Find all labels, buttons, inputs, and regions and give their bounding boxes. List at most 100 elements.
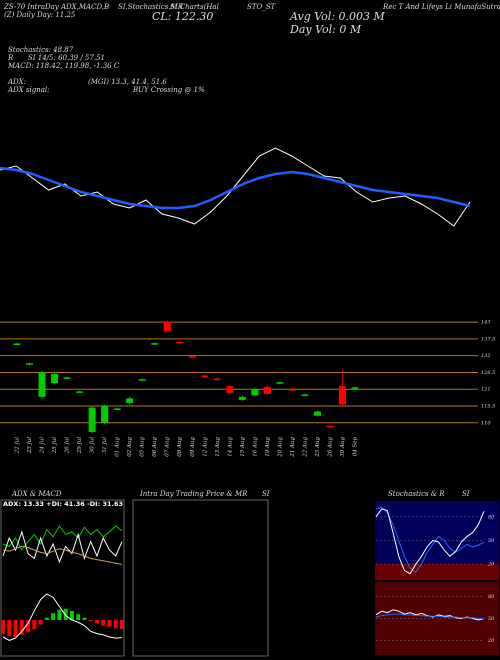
x-tick-label: 25 Jul (52, 437, 58, 454)
x-tick-label: 05 Aug (140, 437, 146, 457)
histogram-bar (82, 617, 87, 620)
indicator-text: MACD: 118.42, 119.98, -1.36 C (7, 62, 120, 70)
x-tick-label: 22 Aug (302, 437, 308, 458)
x-tick-label: 30 Jul (90, 437, 96, 453)
candle-body (13, 343, 21, 345)
indicator-text: ADX: (7, 78, 26, 86)
y-tick-label: 20 (487, 562, 495, 568)
histogram-bar (63, 608, 68, 620)
candle-body (51, 373, 59, 384)
candle-body (338, 386, 346, 405)
panel-title: Intra Day Trading Price & MR (139, 490, 248, 498)
indicator-text: Stochastics: 48.87 (8, 46, 74, 54)
y-tick-label: 110 (481, 420, 491, 426)
line-series (375, 508, 485, 575)
x-tick-label: 02 Aug (127, 437, 133, 457)
candle-body (176, 341, 184, 344)
y-tick-label: 137.5 (481, 336, 495, 342)
oversold-band (375, 564, 499, 580)
candle-body (313, 411, 321, 416)
candle-body (88, 407, 96, 432)
day-volume: Day Vol: 0 M (289, 23, 362, 36)
x-tick-label: 12 Aug (202, 437, 208, 457)
candle-body (276, 382, 284, 384)
candle-body (251, 389, 259, 396)
x-tick-label: 23 Aug (315, 437, 321, 458)
y-tick-label: 121 (481, 387, 491, 393)
candle-body (101, 406, 109, 423)
x-tick-label: 31 Jul (102, 437, 108, 453)
candle-body (238, 396, 246, 400)
candle-body (263, 386, 271, 394)
candle-body (63, 377, 71, 379)
header-text: SI Charts(Hal (170, 3, 219, 11)
header-text: SI,Stochastics,MR (118, 3, 184, 11)
line-series (2, 525, 123, 551)
candle-body (163, 322, 171, 332)
x-tick-label: 20 Aug (277, 437, 283, 458)
x-tick-label: 30 Aug (340, 437, 346, 457)
x-tick-label: 07 Aug (165, 437, 171, 457)
line-series (375, 613, 484, 619)
panel-title: Stochastics & R (388, 490, 445, 498)
histogram-bar (26, 620, 31, 633)
histogram-bar (44, 617, 49, 620)
candle-body (188, 356, 196, 358)
candle-body (138, 379, 146, 381)
x-tick-label: 21 Aug (290, 437, 296, 458)
x-tick-label: 19 Aug (265, 437, 271, 457)
candle-body (326, 425, 334, 428)
y-tick-label: 50 (488, 538, 495, 544)
indicator-text: ADX signal: (7, 86, 49, 94)
histogram-bar (94, 620, 99, 624)
x-tick-label: 16 Aug (252, 437, 258, 457)
header-text: Rec T And Lifeys Li MunafaSutra.com (382, 3, 500, 11)
x-tick-label: 08 Aug (177, 437, 183, 457)
line-series (0, 147, 471, 227)
candle-body (201, 375, 209, 377)
avg-volume: Avg Vol: 0.003 M (289, 10, 386, 23)
day-text: (Z) Daily Day: 11.25 (4, 11, 76, 19)
line-series (0, 166, 471, 210)
x-tick-label: 24 Jul (40, 437, 46, 454)
histogram-bar (120, 620, 124, 630)
panel-title: ADX & MACD (11, 490, 62, 498)
y-tick-label: 132 (481, 353, 491, 359)
candle-body (126, 398, 134, 403)
candle-body (26, 363, 34, 365)
histogram-bar (32, 620, 37, 630)
histogram-bar (57, 609, 62, 620)
x-tick-label: 01 Aug (115, 437, 121, 457)
header-text: ZS-70 IntraDay ADX,MACD,B (3, 3, 109, 11)
indicator-text: R (7, 54, 14, 62)
header-text: STO_ST (247, 3, 276, 11)
panel-subtitle: SI (462, 490, 470, 498)
histogram-bar (38, 620, 43, 625)
y-tick-label: 80 (488, 514, 495, 520)
histogram-bar (13, 620, 18, 637)
candle-body (226, 386, 234, 393)
x-tick-label: 06 Aug (152, 437, 158, 457)
y-tick-label: 80 (488, 594, 495, 600)
candle-body (113, 408, 121, 410)
candle-body (213, 378, 221, 381)
histogram-bar (101, 620, 106, 626)
histogram-bar (7, 620, 12, 636)
y-tick-label: 20 (487, 638, 495, 644)
histogram-bar (51, 613, 56, 620)
x-tick-label: 29 Jul (77, 437, 83, 454)
histogram-bar (69, 610, 74, 620)
x-tick-label: 22 Jul (15, 437, 21, 454)
histogram-bar (113, 620, 118, 628)
x-tick-label: 26 Jul (65, 437, 71, 454)
x-tick-label: 09 Aug (190, 437, 196, 457)
histogram-bar (88, 620, 93, 622)
x-tick-label: 14 Aug (227, 437, 233, 457)
close-price: CL: 122.30 (152, 10, 213, 23)
x-tick-label: 04 Sep (353, 437, 359, 457)
y-tick-label: 126.5 (481, 370, 495, 376)
candle-body (38, 372, 46, 397)
y-tick-label: 50 (488, 616, 495, 622)
histogram-bar (19, 620, 24, 635)
candle-body (76, 391, 84, 393)
